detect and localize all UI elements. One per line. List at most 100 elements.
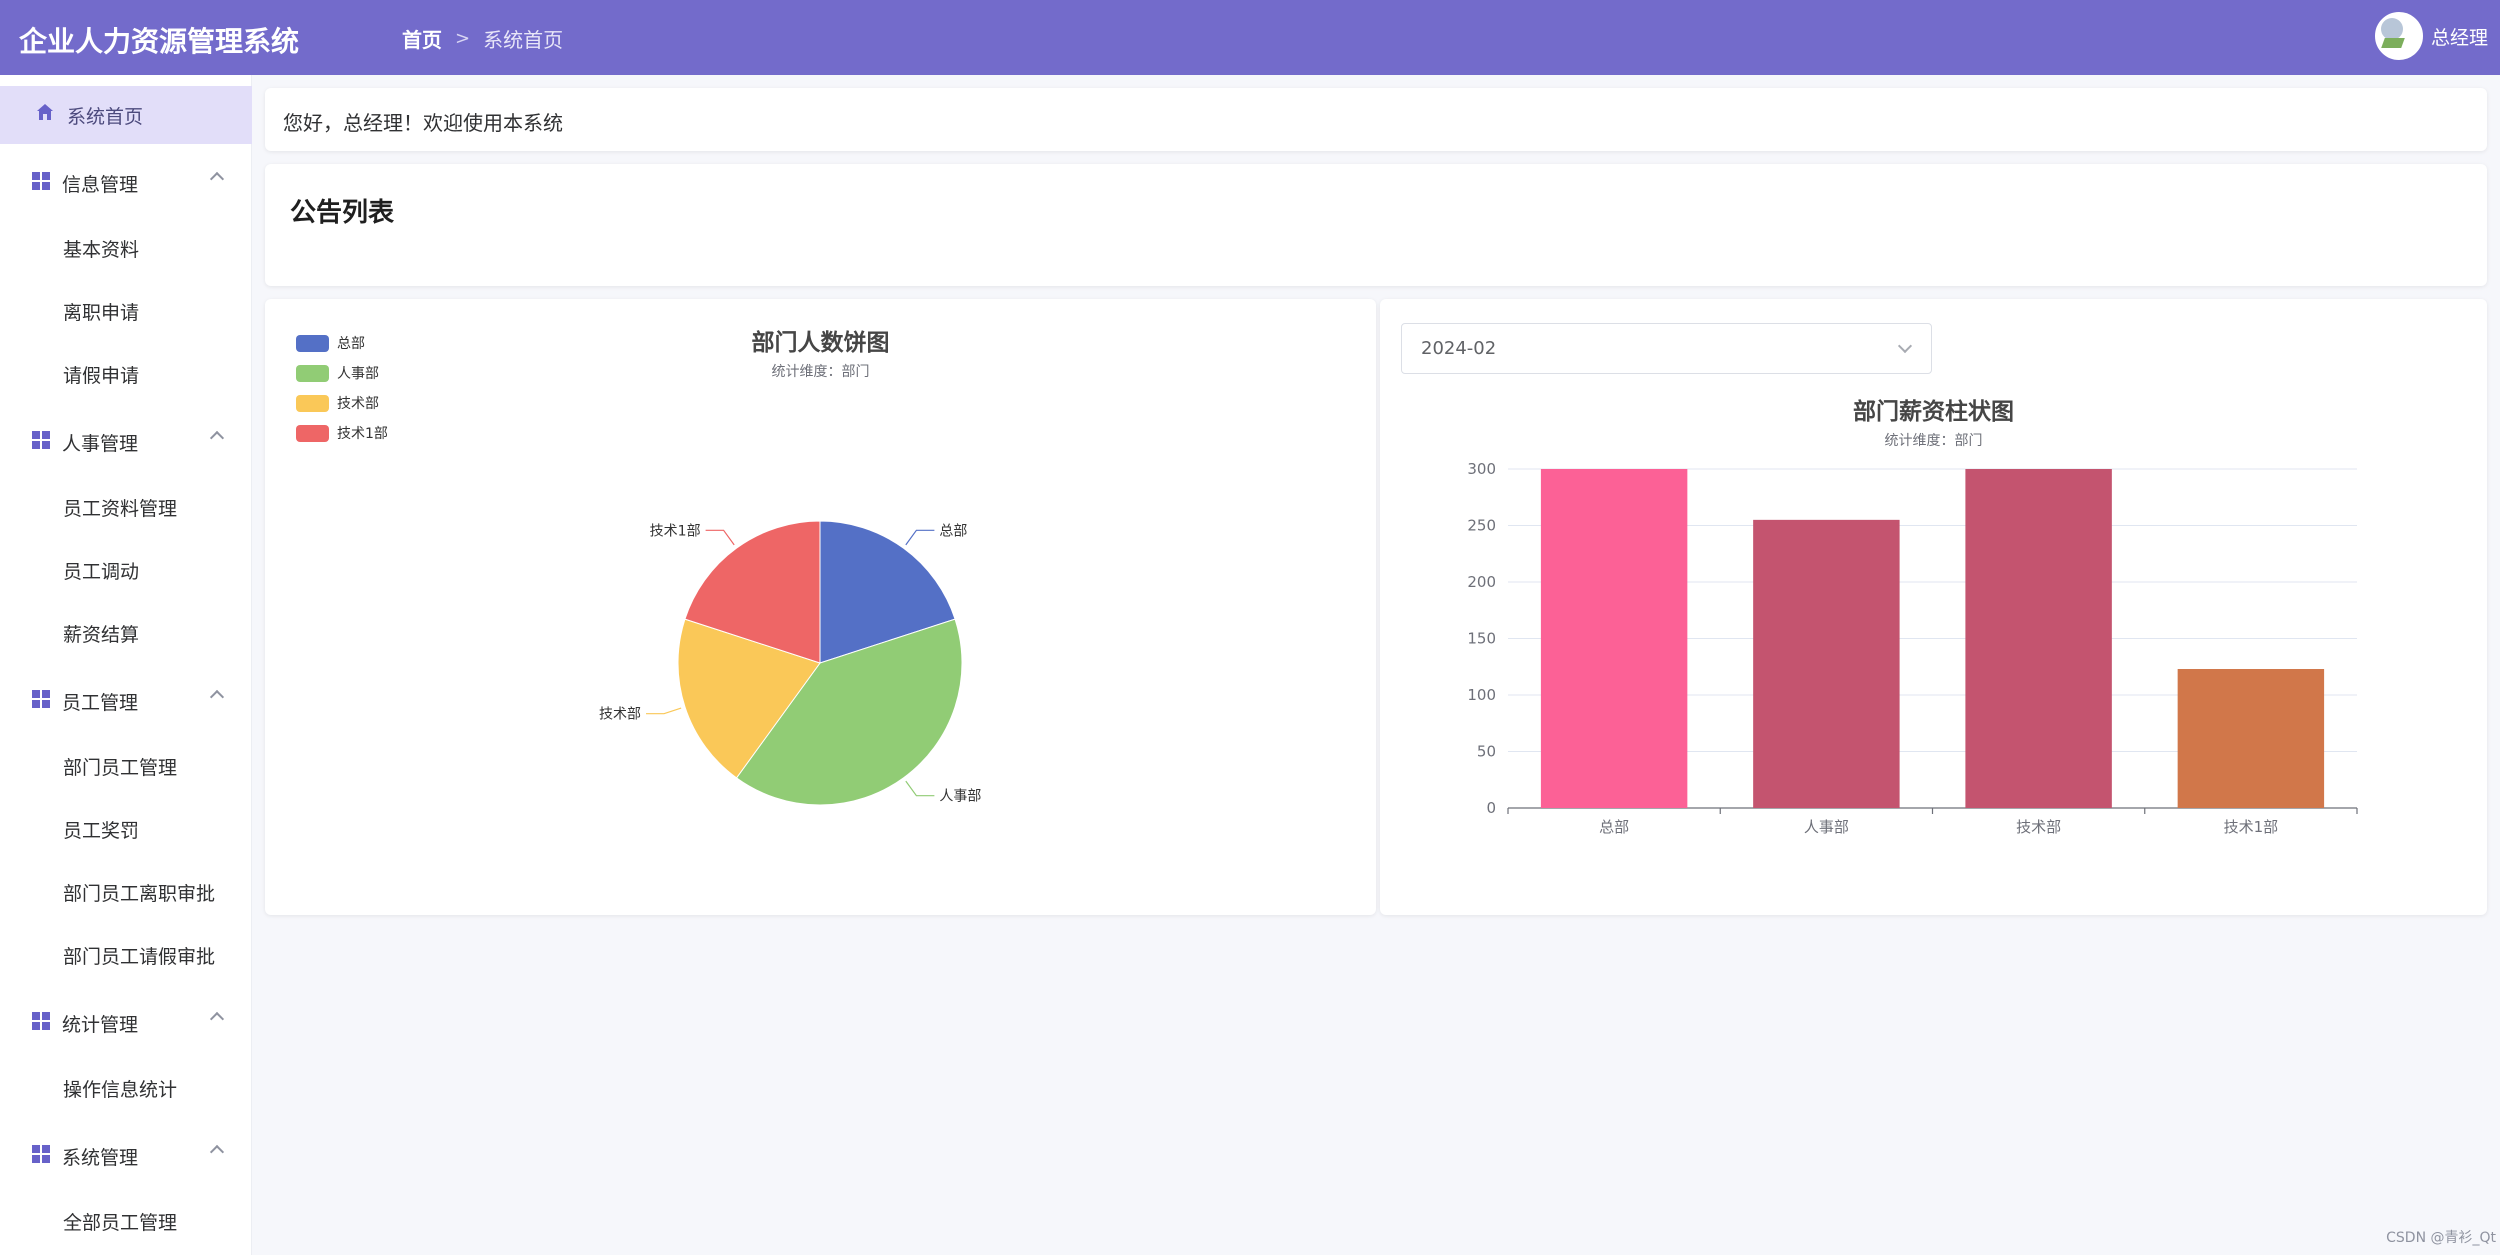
bar[interactable] <box>1753 519 1900 808</box>
pie-label-line <box>705 529 735 546</box>
user-name[interactable]: 总经理 <box>2430 26 2488 49</box>
sidebar-item-label: 部门员工离职审批 <box>63 883 216 905</box>
sidebar-group-label: 员工管理 <box>62 692 139 714</box>
pie-data-label: 总部 <box>939 523 967 539</box>
pie-chart-subtitle: 统计维度：部门 <box>771 364 870 380</box>
sidebar-group-info[interactable]: 信息管理 <box>0 156 252 208</box>
pie-legend: 总部 人事部 技术部 技术1部 <box>296 328 388 448</box>
pie-slice[interactable] <box>819 520 956 664</box>
home-icon <box>37 104 53 120</box>
sidebar-item-home[interactable]: 系统首页 <box>0 86 252 144</box>
pie-slice[interactable] <box>684 520 821 664</box>
user-menu[interactable]: 总经理 <box>2374 12 2488 60</box>
sidebar-item-all-employees[interactable]: 全部员工管理 <box>0 1194 252 1246</box>
legend-item[interactable]: 技术部 <box>296 388 388 418</box>
bar-chart-subtitle: 统计维度：部门 <box>1884 433 1983 449</box>
sidebar-item-resign-approval[interactable]: 部门员工离职审批 <box>0 865 252 917</box>
legend-swatch <box>296 364 329 382</box>
sidebar-group-label: 系统管理 <box>62 1147 139 1169</box>
sidebar-item-label: 操作信息统计 <box>63 1079 178 1101</box>
sidebar-item-label: 部门员工请假审批 <box>63 946 216 968</box>
x-tick-label: 技术部 <box>2016 818 2061 836</box>
sidebar-item-label: 部门员工管理 <box>63 757 178 779</box>
sidebar-item-reward-punish[interactable]: 员工奖罚 <box>0 802 252 854</box>
sidebar-item-dept-employee[interactable]: 部门员工管理 <box>0 739 252 791</box>
y-tick-label: 150 <box>1467 630 1496 648</box>
welcome-card: 您好，总经理！欢迎使用本系统 <box>265 88 2487 151</box>
y-tick-label: 250 <box>1467 517 1496 535</box>
bar[interactable] <box>1965 469 2112 808</box>
sidebar-group-personnel[interactable]: 人事管理 <box>0 415 252 467</box>
notice-card: 公告列表 <box>265 164 2487 286</box>
grid-icon <box>32 1012 50 1030</box>
bar[interactable] <box>1540 469 1688 808</box>
sidebar-item-label: 全部员工管理 <box>63 1212 178 1234</box>
breadcrumb-home[interactable]: 首页 <box>402 28 442 52</box>
y-tick-label: 300 <box>1467 460 1496 478</box>
month-select-value: 2024-02 <box>1421 338 1497 359</box>
pie-data-label: 技术部 <box>599 707 641 723</box>
month-select[interactable]: 2024-02 <box>1401 323 1932 374</box>
sidebar-group-employee[interactable]: 员工管理 <box>0 674 252 726</box>
legend-item[interactable]: 总部 <box>296 328 388 358</box>
y-tick-label: 50 <box>1477 743 1496 761</box>
grid-icon <box>32 1145 50 1163</box>
sidebar-item-label: 员工调动 <box>63 561 140 583</box>
sidebar-item-label: 基本资料 <box>63 239 140 261</box>
legend-item[interactable]: 技术1部 <box>296 418 388 448</box>
chevron-up-icon <box>209 689 225 705</box>
pie-slice[interactable] <box>735 618 963 806</box>
x-tick-label: 技术1部 <box>2224 818 2279 836</box>
bar-chart-card: 2024-02 部门薪资柱状图 统计维度：部门 0 50 100 150 200 250 3… <box>1380 299 2487 915</box>
sidebar-group-label: 人事管理 <box>62 433 139 455</box>
pie-slice[interactable] <box>677 618 821 779</box>
sidebar-item-salary[interactable]: 薪资结算 <box>0 606 252 658</box>
pie-data-label: 技术1部 <box>650 523 701 539</box>
pie-label-line <box>646 707 682 715</box>
app-title: 企业人力资源管理系统 <box>19 25 300 58</box>
sidebar-item-op-stats[interactable]: 操作信息统计 <box>0 1061 252 1113</box>
legend-item[interactable]: 人事部 <box>296 358 388 388</box>
legend-swatch <box>296 394 329 412</box>
watermark: CSDN @青衫_Qt <box>2386 1230 2496 1246</box>
pie-chart-card: 总部 人事部 技术部 技术1部 部门人数饼图 统计维度：部门 总部 人事部 技术部 技术1部 <box>265 299 1376 915</box>
grid-icon <box>32 690 50 708</box>
y-tick-label: 100 <box>1467 686 1496 704</box>
sidebar-item-label: 员工奖罚 <box>63 820 140 842</box>
x-tick-label: 总部 <box>1599 818 1629 836</box>
sidebar-group-stats[interactable]: 统计管理 <box>0 996 252 1048</box>
pie-label-line <box>905 780 935 797</box>
bar-chart-title: 部门薪资柱状图 <box>1853 399 2014 425</box>
sidebar-item-resign-apply[interactable]: 离职申请 <box>0 284 252 336</box>
bar-chart: 0 50 100 150 200 250 300 总部 人事部 技术部 技术1部 <box>1467 460 2358 836</box>
grid-icon <box>32 431 50 449</box>
chevron-up-icon <box>209 1011 225 1027</box>
grid-icon <box>32 172 50 190</box>
y-tick-label: 200 <box>1467 573 1496 591</box>
sidebar-group-system[interactable]: 系统管理 <box>0 1129 252 1181</box>
pie-chart-title: 部门人数饼图 <box>751 330 890 356</box>
sidebar-item-label: 离职申请 <box>63 302 140 324</box>
sidebar-item-leave-approval[interactable]: 部门员工请假审批 <box>0 928 252 980</box>
chevron-up-icon <box>209 430 225 446</box>
sidebar-item-label: 员工资料管理 <box>63 498 178 520</box>
sidebar-item-label: 请假申请 <box>63 365 140 387</box>
sidebar-item-employee-info[interactable]: 员工资料管理 <box>0 480 252 532</box>
sidebar-group-label: 统计管理 <box>62 1014 139 1036</box>
y-tick-label: 0 <box>1486 799 1496 817</box>
x-tick-label: 人事部 <box>1804 818 1849 836</box>
bar[interactable] <box>2177 669 2325 808</box>
sidebar-item-transfer[interactable]: 员工调动 <box>0 543 252 595</box>
pie-data-label: 人事部 <box>939 789 981 805</box>
sidebar-item-basic-info[interactable]: 基本资料 <box>0 221 252 273</box>
legend-swatch <box>296 334 329 352</box>
sidebar-item-label: 系统首页 <box>67 105 144 128</box>
breadcrumb-separator-icon: > <box>455 28 471 49</box>
sidebar-item-leave-apply[interactable]: 请假申请 <box>0 347 252 399</box>
legend-swatch <box>296 424 329 442</box>
sidebar-group-label: 信息管理 <box>62 174 139 196</box>
sidebar: 系统首页 信息管理 基本资料 离职申请 请假申请 人事管理 员工资料管理 员工调… <box>0 75 252 1255</box>
chevron-up-icon <box>209 1144 225 1160</box>
avatar[interactable] <box>2374 12 2423 60</box>
